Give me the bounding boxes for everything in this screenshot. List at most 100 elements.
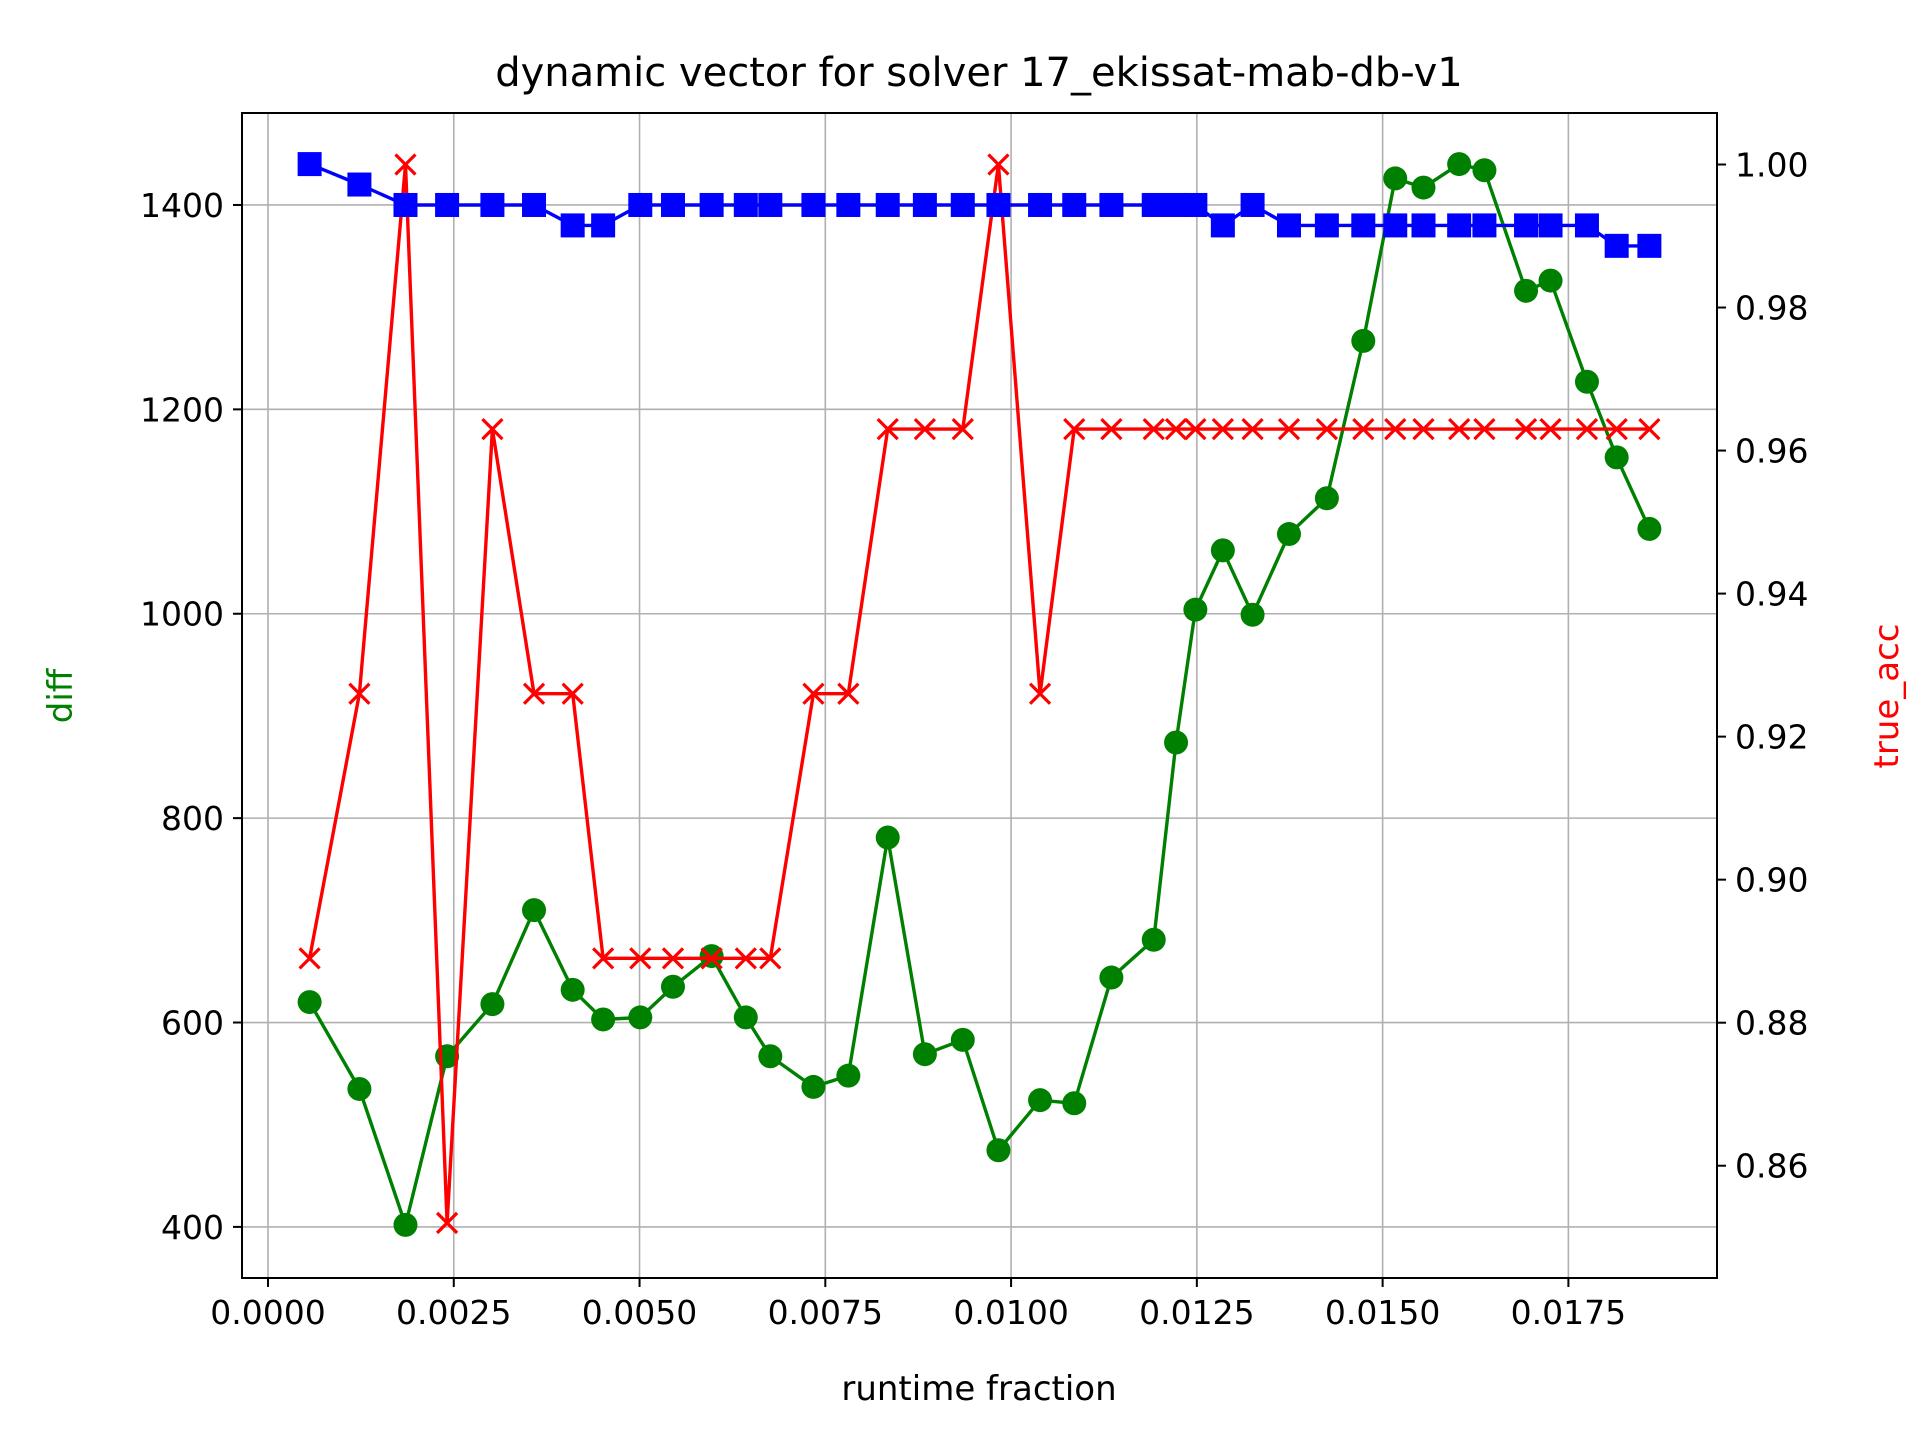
data-point [758,192,783,217]
data-point [699,192,724,217]
chart-title: dynamic vector for solver 17_ekissat-mab… [495,50,1463,96]
series-2 [297,152,1662,258]
series-layer [297,152,1662,1237]
y-tick-label-right: 0.98 [1735,289,1808,328]
data-point [1411,175,1436,200]
x-tick-label: 0.0175 [1511,1293,1626,1332]
x-tick-label: 0.0000 [210,1293,325,1332]
plot-frame [241,112,1718,1279]
y-tick-label-right: 0.88 [1735,1004,1808,1043]
data-point [1315,417,1339,441]
data-point [297,990,322,1015]
data-point [1164,730,1189,755]
data-point [1314,213,1339,238]
data-point [661,947,685,970]
data-point [987,153,1010,176]
data-point [1351,328,1376,353]
data-point [1028,192,1053,217]
x-tick-label: 0.0150 [1325,1293,1440,1332]
data-point [1383,166,1408,191]
data-point [950,1027,975,1052]
data-point [297,152,322,177]
data-point [1538,213,1563,238]
data-point [628,1005,653,1030]
data-point [802,682,825,705]
data-point [1574,213,1599,238]
data-point [435,1211,459,1235]
data-point [1314,486,1339,511]
data-point [1028,1088,1053,1113]
data-point [1575,417,1599,441]
data-point [1211,417,1234,441]
data-point [801,1074,826,1099]
x-tick-label: 0.0075 [768,1293,883,1332]
data-point [1604,445,1629,470]
y-tick-label-right: 0.96 [1735,432,1808,471]
data-point [347,172,372,197]
data-point [592,947,615,970]
data-point [522,192,547,217]
data-point [1384,417,1407,441]
data-point [875,825,900,850]
data-point [660,974,685,999]
data-point [912,192,937,217]
data-point [1448,417,1471,441]
data-point [1637,233,1662,258]
y-tick-label-right: 0.86 [1735,1147,1808,1186]
data-point [660,192,685,217]
data-point [522,682,546,705]
data-point [1637,516,1662,541]
data-point [480,992,505,1017]
data-point [759,947,782,970]
data-point [560,213,585,238]
data-point [912,1042,937,1067]
data-point [1277,417,1301,441]
data-point [393,192,418,217]
data-point [1183,597,1208,622]
y-tick-label-right: 0.94 [1735,575,1808,614]
data-point [1100,417,1123,441]
y-tick-label-left: 1000 [140,595,224,634]
x-tick-label: 0.0025 [396,1293,511,1332]
data-point [1099,965,1124,990]
y-tick-label-right: 1.00 [1735,145,1808,184]
data-point [1472,213,1497,238]
x-tick-label: 0.0100 [953,1293,1068,1332]
data-point [986,1138,1011,1163]
axes: 0.0000 0.0025 0.0050 0.0075 0.0100 0.0125 0.01… [140,145,1808,1332]
y-axis-label-right: true_acc [1867,624,1907,769]
y-axis-label-left: diff [41,667,81,723]
data-point [1605,417,1628,441]
data-point [1183,192,1208,217]
data-point [1210,538,1235,563]
y-tick-label-right: 0.92 [1735,718,1808,757]
data-point [876,417,899,441]
data-point [875,192,900,217]
data-point [1383,213,1408,238]
data-point [1063,417,1086,441]
data-point [758,1044,783,1069]
data-point [522,898,547,923]
data-point [950,192,975,217]
data-point [560,977,585,1002]
data-point [700,947,723,970]
data-point [394,153,417,176]
y-tick-label-left: 600 [161,1004,224,1043]
data-point [1412,417,1435,441]
data-point [591,213,616,238]
data-point [1164,417,1188,441]
data-point [913,417,937,441]
y-tick-label-right: 0.90 [1735,861,1808,900]
data-point [393,1212,418,1237]
data-point [298,947,321,970]
data-point [1411,213,1436,238]
data-point [734,947,757,970]
data-point [1276,213,1301,238]
data-point [733,192,758,217]
x-tick-label: 0.0125 [1139,1293,1254,1332]
data-point [1141,927,1166,952]
data-point [1473,417,1496,441]
data-point [1352,417,1375,441]
